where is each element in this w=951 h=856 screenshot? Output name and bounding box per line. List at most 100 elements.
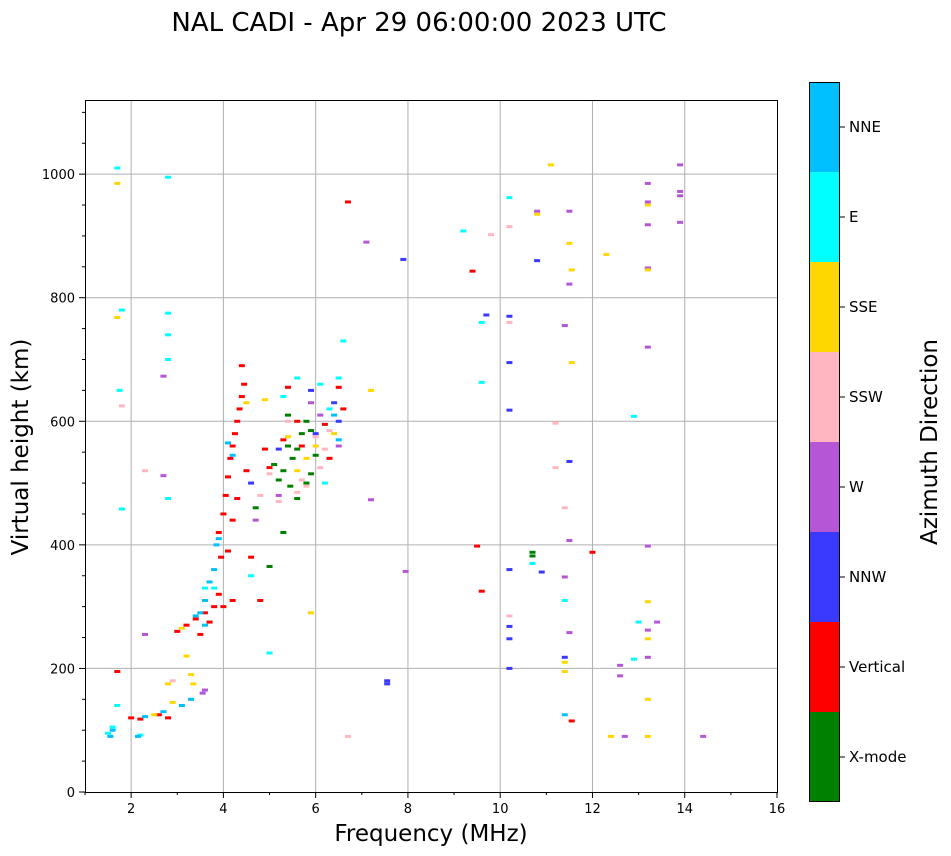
data-point-sse: [603, 252, 610, 256]
data-point-e: [340, 339, 347, 343]
data-point-vertical: [234, 419, 241, 423]
data-point-e: [248, 574, 255, 578]
y-tick-label: 800: [50, 292, 75, 307]
data-point-nne: [206, 580, 213, 584]
data-point-e: [326, 407, 333, 411]
data-point-ssw: [257, 493, 264, 497]
data-point-w: [561, 575, 568, 579]
data-point-vertical: [238, 364, 245, 368]
colorbar-category-label: NNE: [849, 118, 881, 136]
colorbar-category-label: SSE: [849, 298, 878, 316]
data-point-e: [506, 196, 513, 200]
colorbar-swatch: [809, 622, 840, 712]
data-point-e: [294, 376, 301, 380]
data-point-x-mode: [303, 419, 310, 423]
data-point-ssw: [487, 233, 494, 237]
data-point-ssw: [506, 225, 513, 229]
data-point-vertical: [261, 447, 268, 451]
data-point-x-mode: [294, 497, 301, 501]
data-point-vertical: [568, 719, 575, 723]
data-point-x-mode: [529, 554, 536, 558]
x-tick-label: 16: [769, 802, 786, 817]
data-point-nnw: [506, 408, 513, 412]
data-point-vertical: [335, 385, 342, 389]
data-point-vertical: [137, 717, 144, 721]
data-point-e: [478, 320, 485, 324]
data-point-sse: [165, 682, 172, 686]
data-point-e: [165, 497, 172, 501]
data-point-w: [644, 223, 651, 227]
data-point-nnw: [506, 361, 513, 365]
data-point-x-mode: [308, 472, 315, 476]
data-point-sse: [308, 611, 315, 615]
x-axis-label: Frequency (MHz): [334, 821, 527, 847]
y-tick-label: 0: [67, 786, 75, 801]
data-point-w: [644, 655, 651, 659]
data-point-e: [109, 725, 116, 729]
data-point-w: [160, 474, 167, 478]
data-point-w: [534, 209, 541, 213]
data-point-w: [644, 345, 651, 349]
data-point-w: [617, 674, 624, 678]
data-point-e: [201, 586, 208, 590]
data-point-vertical: [215, 531, 222, 534]
data-point-vertical: [248, 555, 255, 559]
data-point-sse: [188, 673, 195, 677]
data-point-w: [368, 498, 375, 502]
data-point-x-mode: [294, 447, 301, 451]
data-point-e: [165, 175, 172, 179]
data-point-nnw: [538, 570, 545, 574]
data-point-nne: [201, 623, 208, 627]
data-point-nne: [160, 710, 167, 714]
data-point-sse: [114, 315, 121, 319]
colorbar: X-mode Vertical NNW W SSW SSE E NNE: [809, 82, 906, 802]
data-point-nne: [107, 734, 114, 738]
data-point-ssw: [303, 484, 310, 488]
data-point-sse: [607, 734, 614, 738]
data-point-nne: [561, 713, 568, 717]
colorbar-category-label: X-mode: [849, 748, 906, 766]
data-point-ssw: [284, 419, 291, 423]
data-point-sse: [534, 212, 541, 216]
data-point-vertical: [128, 716, 135, 720]
data-point-vertical: [211, 605, 218, 609]
data-point-vertical: [229, 598, 236, 602]
data-point-w: [561, 324, 568, 328]
data-point-e: [165, 311, 172, 315]
data-point-nnw: [506, 568, 513, 572]
colorbar-swatch: [809, 712, 840, 802]
data-point-x-mode: [280, 469, 287, 473]
data-point-nne: [331, 413, 338, 417]
data-point-w: [677, 163, 684, 167]
data-point-nnw: [566, 459, 573, 463]
data-point-sse: [151, 713, 158, 717]
data-point-vertical: [218, 555, 225, 559]
data-point-vertical: [114, 670, 121, 674]
data-point-ssw: [506, 614, 513, 618]
data-point-w: [644, 628, 651, 632]
data-point-sse: [294, 469, 301, 473]
data-point-vertical: [229, 518, 236, 522]
x-tick-label: 10: [492, 802, 509, 817]
data-point-nnw: [534, 259, 541, 263]
data-point-ssw: [266, 472, 273, 476]
data-point-nne: [201, 598, 208, 602]
data-point-sse: [368, 388, 375, 392]
data-point-x-mode: [266, 564, 273, 568]
data-point-sse: [561, 660, 568, 664]
data-point-e: [114, 166, 121, 170]
data-point-vertical: [241, 382, 248, 386]
data-point-ssw: [275, 500, 282, 504]
data-point-ssw: [312, 435, 319, 439]
data-point-e: [116, 388, 123, 392]
data-point-x-mode: [529, 550, 536, 554]
data-point-e: [280, 395, 287, 399]
data-point-nnw: [506, 666, 513, 670]
data-point-e: [321, 481, 328, 485]
data-point-ssw: [326, 429, 333, 433]
colorbar-swatch: [809, 172, 840, 262]
data-point-ssw: [561, 506, 568, 510]
colorbar-category-label: NNW: [849, 568, 886, 586]
data-point-e: [561, 598, 568, 602]
data-point-e: [460, 229, 467, 233]
